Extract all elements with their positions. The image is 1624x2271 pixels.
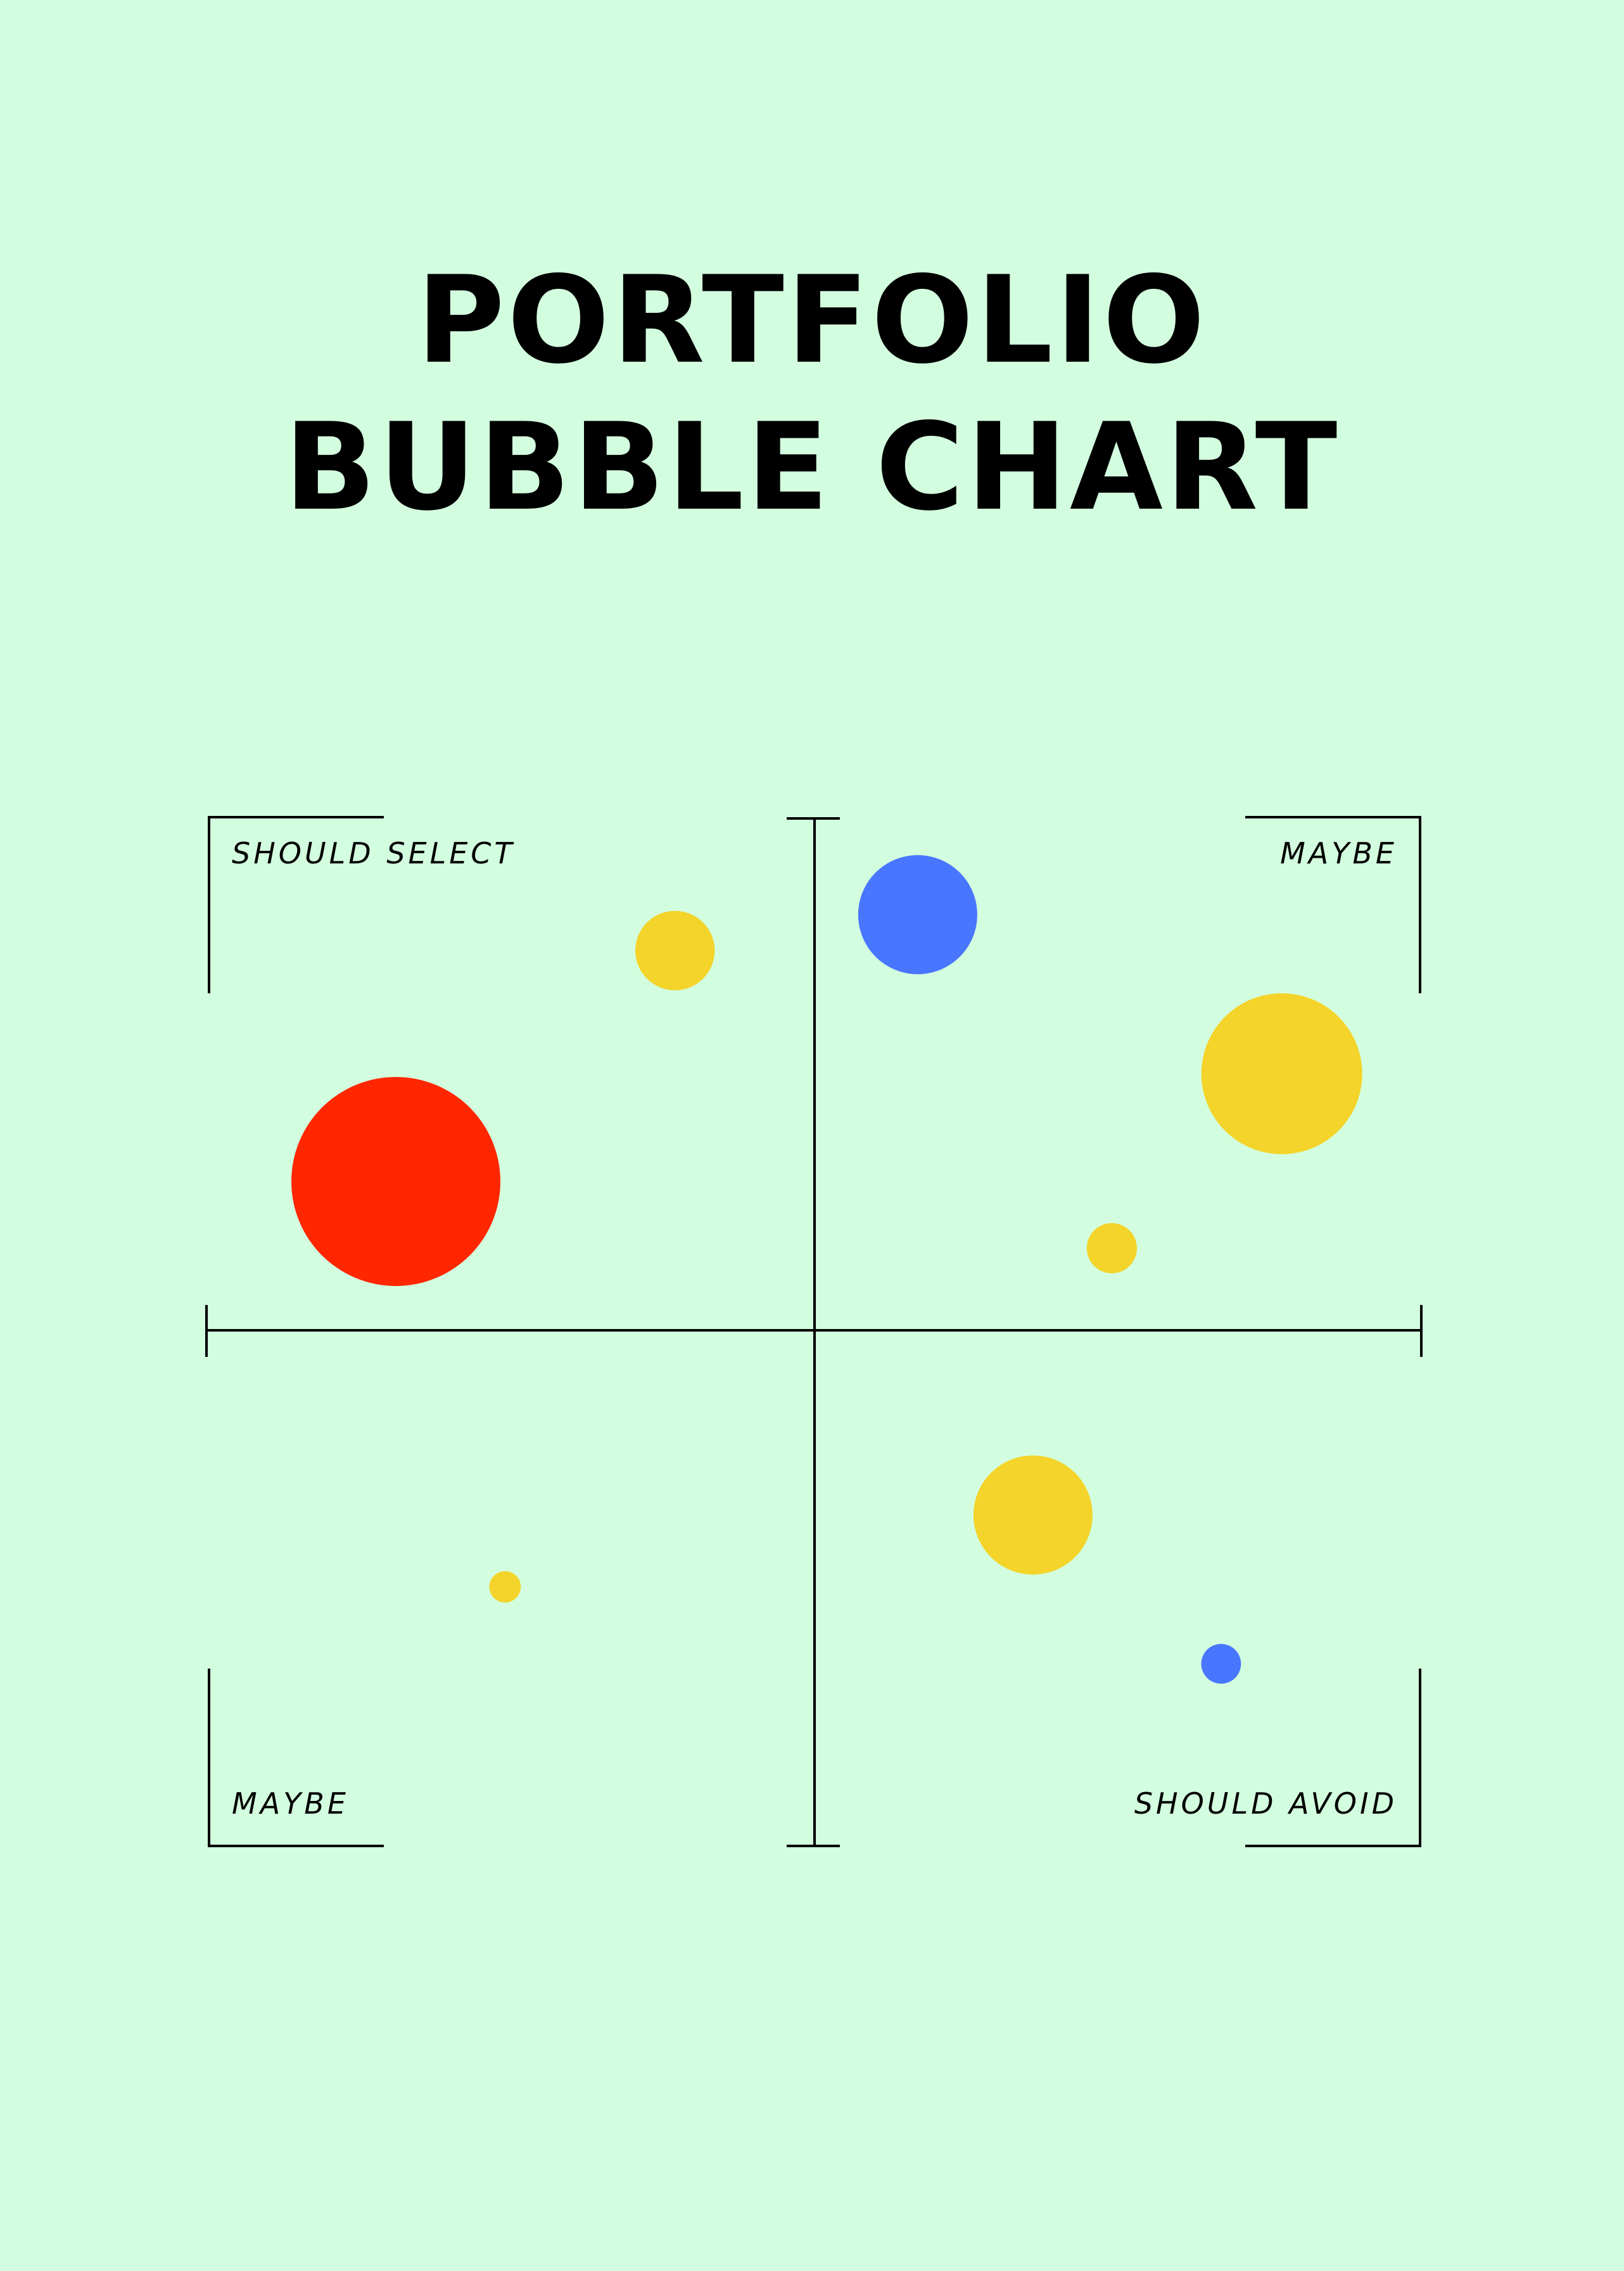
quadrant-label-bottom-left: MAYBE (232, 1786, 349, 1821)
bubble-1-red (291, 1077, 500, 1287)
title-line-2: BUBBLE CHART (284, 397, 1340, 537)
bubble-4-yellow (1201, 993, 1362, 1154)
bubble-8-yellow (489, 1571, 521, 1603)
bubble-3-blue (858, 855, 977, 974)
quadrant-label-top-left: SHOULD SELECT (232, 836, 516, 870)
bubble-2-yellow (635, 910, 715, 991)
quadrant-label-top-right: MAYBE (1280, 836, 1397, 870)
quadrant-label-bottom-right: SHOULD AVOID (1134, 1786, 1397, 1821)
chart-axes (205, 816, 1423, 1847)
bubble-6-yellow (973, 1455, 1093, 1575)
corner-bracket-top-left (208, 816, 384, 993)
quadrant-labels: SHOULD SELECT MAYBE MAYBE SHOULD AVOID (232, 836, 1397, 1821)
corner-bracket-bottom-left (208, 1669, 384, 1847)
bubbles (291, 855, 1362, 1684)
bubble-5-yellow (1086, 1223, 1137, 1273)
bubble-7-blue (1201, 1644, 1241, 1684)
corner-bracket-bottom-right (1245, 1669, 1421, 1847)
page-title: PORTFOLIO BUBBLE CHART (0, 247, 1624, 541)
corner-bracket-top-right (1245, 816, 1421, 993)
title-line-1: PORTFOLIO (416, 250, 1208, 390)
